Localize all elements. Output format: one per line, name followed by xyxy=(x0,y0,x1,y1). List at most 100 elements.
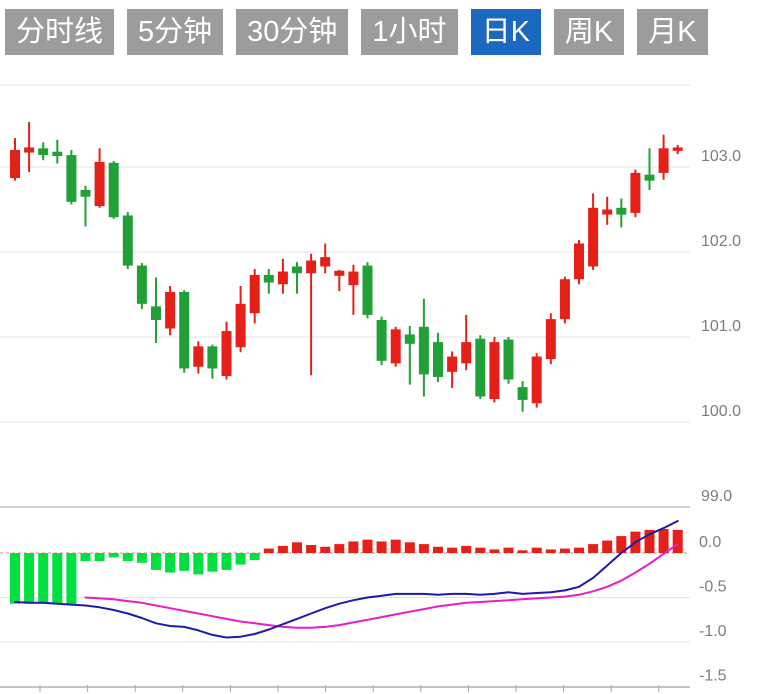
macd-histogram-bar xyxy=(179,553,190,571)
candle-body xyxy=(559,279,570,320)
candle-body xyxy=(489,342,500,400)
candle-body xyxy=(362,265,373,315)
candle-body xyxy=(545,319,556,360)
candle-body xyxy=(122,215,133,266)
macd-histogram-bar xyxy=(108,553,119,558)
candle-body xyxy=(221,331,232,377)
macd-axis-label: 0.0 xyxy=(699,534,721,551)
tab-30min[interactable]: 30分钟 xyxy=(236,9,349,55)
candle-body xyxy=(433,342,443,377)
candle-body xyxy=(10,150,20,179)
macd-histogram-bar xyxy=(80,553,91,562)
macd-histogram-bar xyxy=(588,544,599,553)
macd-histogram-bar xyxy=(390,539,401,553)
macd-histogram-bar xyxy=(517,550,528,553)
macd-histogram-bar xyxy=(193,553,204,575)
candle-body xyxy=(630,172,641,213)
macd-histogram-bar xyxy=(475,547,486,553)
price-axis-label: 101.0 xyxy=(701,318,741,335)
tab-daily-k[interactable]: 日K xyxy=(470,9,541,55)
candle-body xyxy=(292,266,302,274)
candle-body xyxy=(616,207,627,215)
candle-body xyxy=(306,260,317,274)
candle-body xyxy=(658,148,669,173)
candle-body xyxy=(193,346,204,367)
candle-body xyxy=(249,274,260,314)
candle-body xyxy=(334,270,345,276)
candle-body xyxy=(38,148,49,156)
tab-weekly-k[interactable]: 周K xyxy=(553,9,625,55)
macd-histogram-bar xyxy=(489,549,500,553)
candle-body xyxy=(24,147,35,153)
macd-axis-label: -0.5 xyxy=(699,579,727,596)
candle-body xyxy=(644,174,655,181)
macd-histogram-bar xyxy=(151,553,161,570)
candle-body xyxy=(277,271,288,285)
tab-5min[interactable]: 5分钟 xyxy=(127,9,224,55)
candle-body xyxy=(503,339,514,380)
candle-body xyxy=(475,338,486,397)
macd-histogram-bar xyxy=(559,548,570,553)
price-axis-label: 103.0 xyxy=(701,148,741,165)
dea-line xyxy=(84,543,679,629)
tab-1hour[interactable]: 1小时 xyxy=(361,9,458,55)
candle-body xyxy=(418,326,429,375)
candle-body xyxy=(517,387,528,400)
macd-histogram-bar xyxy=(207,553,218,572)
macd-histogram-bar xyxy=(263,548,274,553)
candle-body xyxy=(235,303,246,348)
macd-histogram-bar xyxy=(306,544,317,553)
tab-monthly-k[interactable]: 月K xyxy=(637,9,708,55)
timeframe-toolbar: 分时线 5分钟 30分钟 1小时 日K 周K 月K xyxy=(5,9,708,55)
candle-body xyxy=(263,274,274,283)
macd-axis-label: -1.0 xyxy=(699,623,727,640)
candle-body xyxy=(179,291,190,369)
macd-histogram-bar xyxy=(277,545,288,553)
candle-body xyxy=(461,342,472,364)
macd-histogram-bar xyxy=(334,544,345,553)
macd-histogram-bar xyxy=(235,553,246,565)
candle-body xyxy=(348,271,359,286)
macd-histogram-bar xyxy=(602,540,613,553)
macd-histogram-bar xyxy=(503,547,514,553)
tab-timeline[interactable]: 分时线 xyxy=(5,9,115,55)
price-axis-label: 99.0 xyxy=(701,488,732,505)
macd-histogram-bar xyxy=(348,541,359,553)
candle-body xyxy=(672,147,683,151)
macd-histogram-bar xyxy=(644,529,655,553)
macd-histogram-bar xyxy=(616,536,627,553)
candle-body xyxy=(447,356,458,372)
candle-body xyxy=(207,346,218,369)
candle-body xyxy=(404,334,415,344)
candle-body xyxy=(151,306,161,320)
candle-body xyxy=(165,291,176,329)
candle-body xyxy=(531,356,542,404)
macd-histogram-bar xyxy=(672,529,683,553)
macd-histogram-bar xyxy=(362,539,373,553)
candle-body xyxy=(94,161,105,207)
macd-histogram-bar xyxy=(320,546,331,553)
macd-axis-label: -1.5 xyxy=(699,668,727,685)
macd-histogram-bar xyxy=(531,547,542,553)
macd-histogram-bar xyxy=(66,553,77,604)
price-axis-label: 102.0 xyxy=(701,233,741,250)
macd-histogram-bar xyxy=(249,553,260,561)
macd-histogram-bar xyxy=(10,553,20,604)
macd-histogram-bar xyxy=(545,549,556,553)
macd-histogram-bar xyxy=(292,542,302,553)
candle-body xyxy=(320,257,331,267)
macd-histogram-bar xyxy=(52,553,63,604)
candle-body xyxy=(390,329,401,364)
macd-histogram-bar xyxy=(433,546,443,553)
macd-histogram-bar xyxy=(24,553,35,604)
macd-histogram-bar xyxy=(38,553,49,604)
candle-body xyxy=(602,209,613,215)
macd-histogram-bar xyxy=(136,553,147,563)
candle-body xyxy=(588,207,599,267)
price-axis-label: 100.0 xyxy=(701,403,741,420)
macd-histogram-bar xyxy=(418,544,429,553)
candle-body xyxy=(66,155,77,202)
candle-body xyxy=(80,189,91,197)
macd-histogram-bar xyxy=(447,547,458,553)
